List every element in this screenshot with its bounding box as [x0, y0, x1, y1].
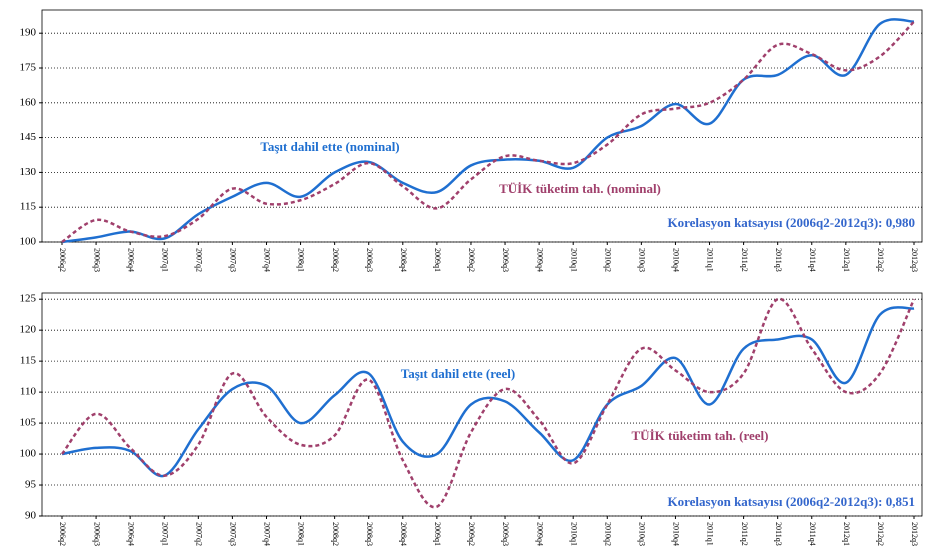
y-tick-label: 95: [25, 479, 37, 491]
x-tick-label: 2010q1: [569, 248, 578, 272]
series-label: Taşıt dahil ette (reel): [401, 366, 515, 381]
x-tick-label: 2006q3: [92, 248, 101, 272]
x-tick-label: 2010q2: [603, 522, 612, 546]
x-tick-label: 2011q3: [774, 248, 783, 272]
x-tick-label: 2010q4: [672, 522, 681, 546]
y-tick-label: 130: [20, 166, 37, 178]
annotation: Korelasyon katsayısı (2006q2-2012q3): 0,…: [668, 494, 916, 509]
x-tick-label: 2008q2: [331, 522, 340, 546]
x-tick-label: 2012q3: [910, 248, 919, 272]
x-tick-label: 2009q2: [467, 522, 476, 546]
x-tick-label: 2011q1: [706, 522, 715, 546]
x-tick-label: 2011q3: [774, 522, 783, 546]
y-tick-label: 175: [20, 62, 37, 74]
y-tick-label: 100: [20, 448, 37, 460]
x-tick-label: 2011q4: [808, 522, 817, 546]
x-tick-label: 2006q3: [92, 522, 101, 546]
x-tick-label: 2011q1: [706, 248, 715, 272]
x-tick-label: 2012q2: [876, 248, 885, 272]
annotation: Korelasyon katsayısı (2006q2-2012q3): 0,…: [668, 215, 916, 230]
y-tick-label: 115: [20, 355, 37, 367]
x-tick-label: 2011q2: [740, 522, 749, 546]
y-tick-label: 115: [20, 201, 37, 213]
series-label: Taşıt dahil ette (nominal): [260, 139, 399, 154]
y-tick-label: 125: [20, 293, 37, 305]
x-tick-label: 2008q4: [399, 522, 408, 546]
x-tick-label: 2007q3: [229, 522, 238, 546]
series-line: [61, 297, 916, 509]
series-label: TÜİK tüketim tah. (reel): [632, 428, 769, 443]
x-tick-label: 2012q3: [910, 522, 919, 546]
x-tick-label: 2010q1: [569, 522, 578, 546]
y-tick-label: 105: [20, 417, 37, 429]
y-tick-label: 100: [20, 236, 37, 248]
x-tick-label: 2009q4: [535, 248, 544, 272]
x-tick-label: 2007q4: [263, 522, 272, 546]
x-tick-label: 2009q3: [501, 248, 510, 272]
plot-frame: [41, 292, 923, 517]
y-tick-label: 110: [20, 386, 37, 398]
x-tick-label: 2012q2: [876, 522, 885, 546]
x-tick-label: 2008q3: [365, 248, 374, 272]
x-tick-label: 2008q4: [399, 248, 408, 272]
x-tick-label: 2010q2: [603, 248, 612, 272]
series-line: [61, 18, 915, 244]
x-tick-label: 2006q2: [58, 522, 67, 546]
x-tick-label: 2008q3: [365, 522, 374, 546]
x-tick-label: 2010q3: [638, 522, 647, 546]
x-tick-label: 2009q4: [535, 522, 544, 546]
plot-frame: [41, 9, 923, 243]
x-tick-label: 2007q1: [160, 522, 169, 546]
series-line: [61, 306, 915, 478]
x-tick-label: 2010q3: [638, 248, 647, 272]
x-tick-label: 2009q1: [433, 522, 442, 546]
y-tick-label: 120: [20, 324, 37, 336]
x-tick-label: 2006q2: [58, 248, 67, 272]
x-tick-label: 2012q1: [842, 248, 851, 272]
series-line: [61, 20, 915, 244]
x-tick-label: 2011q4: [808, 248, 817, 272]
x-tick-label: 2006q4: [126, 248, 135, 272]
x-tick-label: 2011q2: [740, 248, 749, 272]
series-label: TÜİK tüketim tah. (nominal): [499, 181, 661, 196]
x-tick-label: 2009q3: [501, 522, 510, 546]
y-tick-label: 145: [20, 131, 37, 143]
x-tick-label: 2006q4: [126, 522, 135, 546]
x-tick-label: 2007q1: [160, 248, 169, 272]
x-tick-label: 2012q1: [842, 522, 851, 546]
y-tick-label: 160: [20, 96, 37, 108]
x-tick-label: 2008q2: [331, 248, 340, 272]
x-tick-label: 2009q1: [433, 248, 442, 272]
x-tick-label: 2007q2: [194, 522, 203, 546]
x-tick-label: 2009q2: [467, 248, 476, 272]
x-tick-label: 2010q4: [672, 248, 681, 272]
x-tick-label: 2007q2: [194, 248, 203, 272]
x-tick-label: 2007q3: [229, 248, 238, 272]
y-tick-label: 190: [20, 27, 37, 39]
x-tick-label: 2008q1: [297, 248, 306, 272]
x-tick-label: 2007q4: [263, 248, 272, 272]
y-tick-label: 90: [25, 510, 37, 522]
x-tick-label: 2008q1: [297, 522, 306, 546]
